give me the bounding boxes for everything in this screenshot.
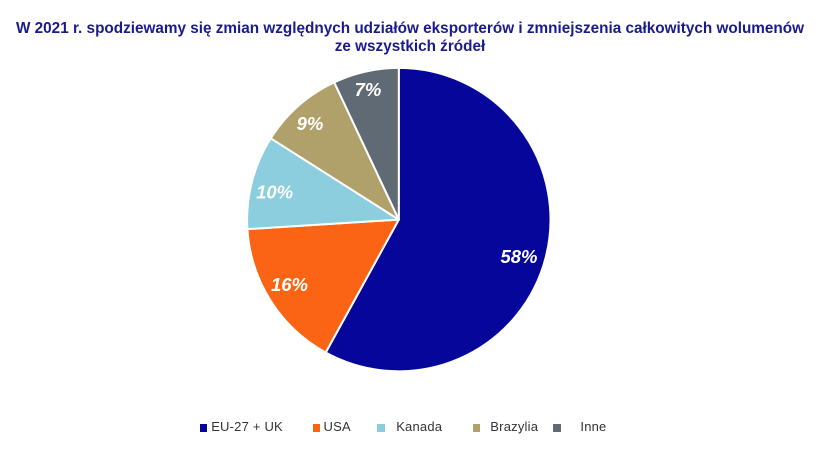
svg-text:16%: 16%: [271, 274, 308, 295]
svg-text:10%: 10%: [256, 181, 293, 202]
svg-text:9%: 9%: [297, 113, 324, 134]
svg-text:58%: 58%: [500, 246, 537, 267]
svg-text:7%: 7%: [355, 79, 382, 100]
